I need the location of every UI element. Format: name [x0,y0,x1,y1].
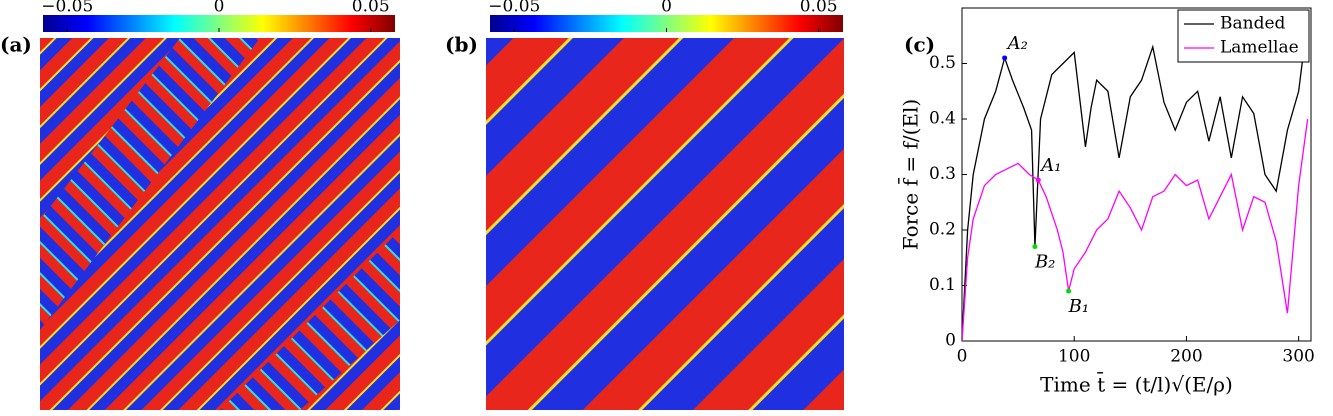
plot-area [962,19,1309,341]
colorbar [490,15,843,32]
annotation: A₁ [1039,155,1061,176]
y-tick-label: 0.5 [929,53,956,73]
x-tick-label: 100 [1058,347,1090,367]
annotation: B₁ [1068,296,1089,317]
colorbar-tick-label: 0.05 [352,0,390,17]
colorbar-tick-label: −0.05 [488,0,540,17]
colorbar-tick-label: −0.05 [41,0,93,17]
panel-label: (c) [904,33,935,57]
line-series [962,118,1309,341]
x-tick-label: 300 [1282,347,1314,367]
colorbar [43,15,395,32]
y-tick-label: 0.2 [929,220,956,240]
annotation-point [1066,288,1072,294]
colorbar-tick-label: 0 [214,0,225,17]
x-tick-label: 0 [957,347,968,367]
colorbar-tick-label: 0 [661,0,672,17]
line-series [962,19,1309,341]
y-tick-label: 0.4 [929,109,956,129]
annotation: B₂ [1034,252,1055,273]
y-tick-label: 0.3 [929,164,956,184]
panel-label: (b) [445,33,478,57]
y-tick-label: 0 [945,331,956,351]
annotation: A₂ [1006,33,1028,54]
y-axis-label: Force f̄ = f/(El) [897,99,922,250]
field-domain [40,38,260,330]
panel-label: (a) [0,33,32,57]
annotation-point [1035,177,1041,183]
colorbar-tick-label: 0.05 [800,0,838,17]
x-tick-label: 200 [1170,347,1202,367]
field-image [486,38,844,410]
annotation-point [1032,244,1038,250]
field-domain [220,230,400,410]
legend-label: Lamellae [1220,38,1299,58]
x-axis-label: Time t̄ = (t/l)√(E/ρ) [1040,371,1233,396]
annotation-point [1002,55,1008,61]
y-tick-label: 0.1 [929,275,956,295]
legend-label: Banded [1220,14,1286,34]
legend-box [1177,9,1310,63]
